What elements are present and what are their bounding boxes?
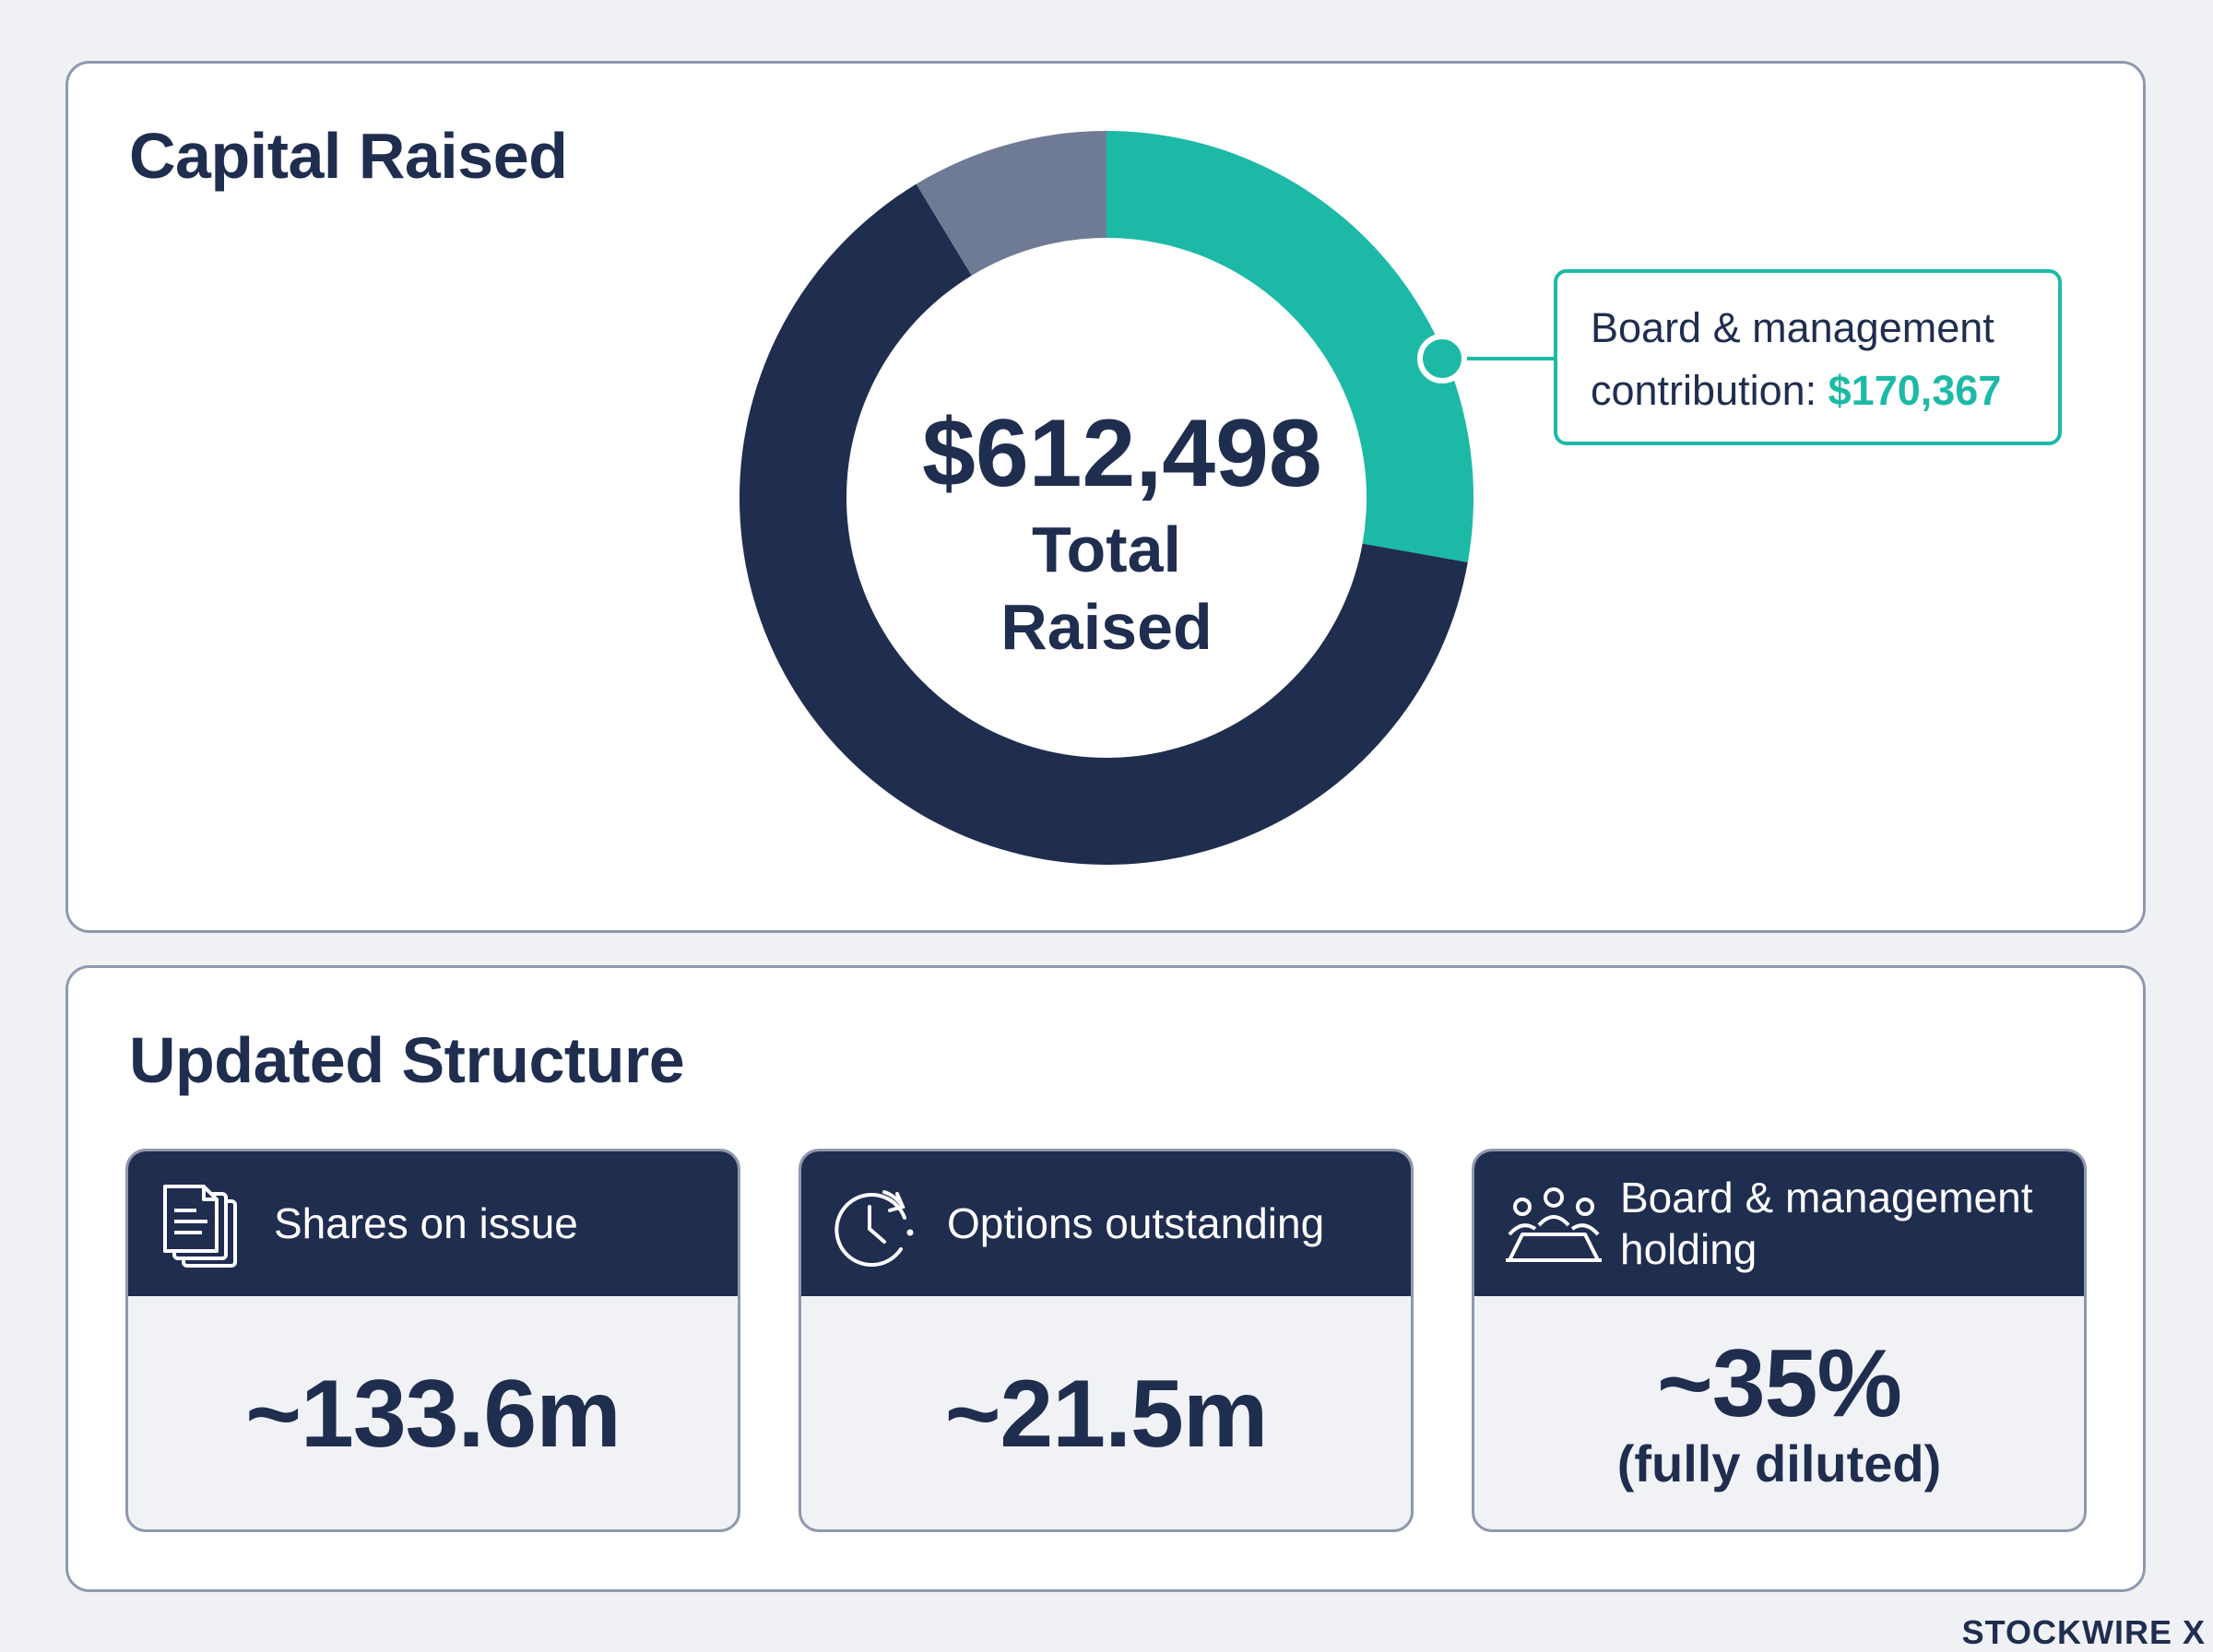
documents-icon [163,1185,237,1268]
card-label: Board & management holding [1620,1174,2033,1273]
shares-on-issue-value: ~133.6m [245,1361,621,1468]
total-raised-caption: Total Raised [1000,513,1213,663]
brand-logo: STOCKWIRE X [1961,1613,2206,1651]
callout-prefix: contribution: [1591,367,1828,414]
board-holding-note: (fully diluted) [1616,1434,1942,1493]
callout-line-2: contribution: $170,367 [1591,360,2027,422]
donut-slice-0 [1106,131,1473,563]
card-label: Options outstanding [947,1199,1325,1247]
card-body: ~133.6m [128,1296,738,1529]
clock-icon [834,1190,914,1267]
board-holding-card: Board & management holding ~35% (fully d… [1472,1149,2087,1532]
card-body: ~21.5m [801,1296,1411,1529]
card-header: Board & management holding [1474,1151,2084,1296]
card-header: Options outstanding [801,1151,1411,1296]
total-raised-amount: $612,498 [922,400,1322,507]
card-header: Shares on issue [128,1151,738,1296]
options-outstanding-value: ~21.5m [944,1361,1269,1468]
capital-raised-title: Capital Raised [129,120,568,192]
card-body: ~35% (fully diluted) [1474,1296,2084,1529]
meeting-icon [1506,1187,1602,1262]
board-contribution-callout: Board & management contribution: $170,36… [1554,269,2062,445]
callout-value: $170,367 [1828,367,2002,414]
shares-on-issue-card: Shares on issue ~133.6m [125,1149,740,1532]
updated-structure-title: Updated Structure [129,1024,685,1096]
donut-slice-1 [740,183,1468,865]
card-label: Shares on issue [274,1199,578,1247]
callout-marker [1417,334,1467,384]
options-outstanding-card: Options outstanding ~21.5m [799,1149,1414,1532]
donut-slice-2 [916,131,1106,276]
callout-line-1: Board & management [1591,304,1994,351]
board-holding-value: ~35% [1657,1330,1902,1437]
